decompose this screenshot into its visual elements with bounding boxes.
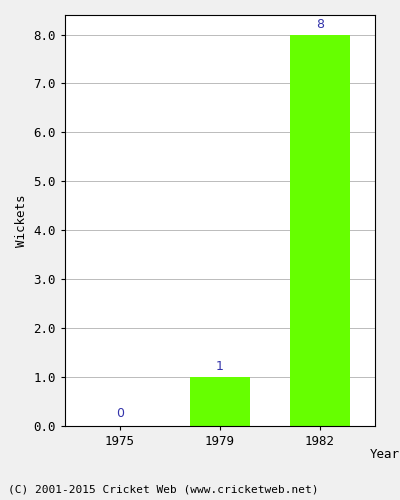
Text: (C) 2001-2015 Cricket Web (www.cricketweb.net): (C) 2001-2015 Cricket Web (www.cricketwe… — [8, 485, 318, 495]
Bar — [190, 377, 250, 426]
Text: 8: 8 — [316, 18, 324, 30]
X-axis label: Year: Year — [370, 448, 400, 462]
Y-axis label: Wickets: Wickets — [15, 194, 28, 246]
Bar — [290, 34, 350, 426]
Text: 0: 0 — [116, 407, 124, 420]
Text: 1: 1 — [216, 360, 224, 373]
